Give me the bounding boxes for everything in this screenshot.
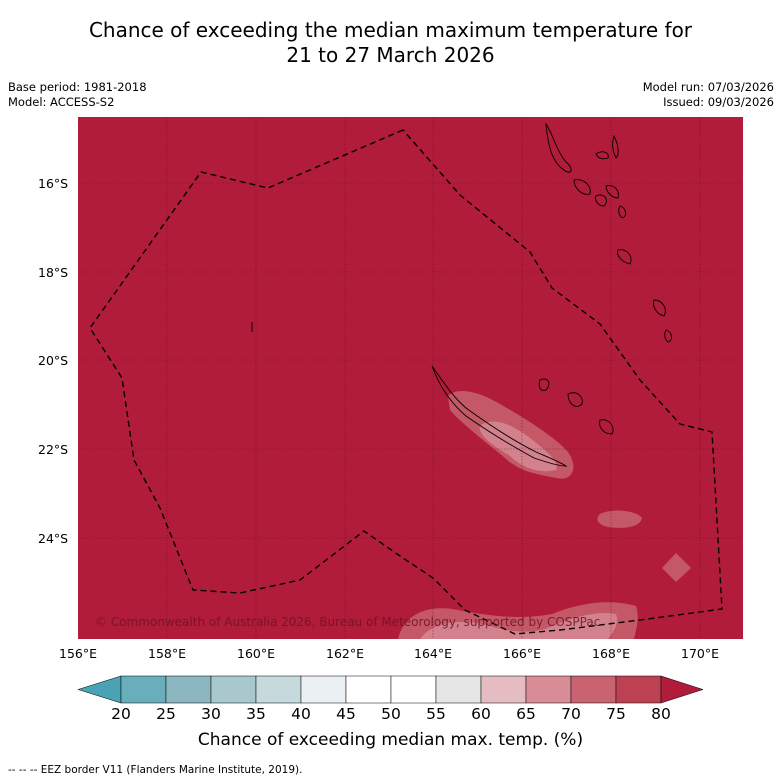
colorbar [77, 675, 704, 704]
colorbar-swatch [300, 675, 347, 704]
lat-label-16: 16°S [38, 176, 69, 191]
coast-loyalty-1 [538, 378, 550, 391]
lat-label-18: 18°S [38, 265, 69, 280]
lon-label-170: 170°E [680, 646, 720, 661]
base-period: Base period: 1981-2018 [8, 80, 147, 94]
coast-loyalty-3 [599, 419, 614, 435]
coast-vanuatu-3 [612, 134, 619, 159]
model-name: Model: ACCESS-S2 [8, 95, 115, 109]
cb-tick: 60 [471, 705, 491, 723]
coast-vanuatu-2 [595, 151, 609, 160]
chart-title: Chance of exceeding the median maximum t… [0, 18, 781, 68]
cb-tick: 75 [606, 705, 626, 723]
lon-label-168: 168°E [591, 646, 631, 661]
coast-vanuatu-1 [545, 122, 572, 173]
cb-tick: 80 [651, 705, 671, 723]
colorbar-low-extend [77, 675, 122, 704]
lon-label-158: 158°E [147, 646, 187, 661]
colorbar-swatch [570, 675, 617, 704]
anomaly-patches [398, 390, 691, 639]
issued-date: Issued: 09/03/2026 [663, 95, 774, 109]
copyright-notice: © Commonwealth of Australia 2026, Bureau… [95, 615, 601, 629]
patch-south-inner [420, 612, 618, 639]
title-line-2: 21 to 27 March 2026 [286, 43, 495, 67]
cb-tick: 35 [246, 705, 266, 723]
lon-label-162: 162°E [325, 646, 365, 661]
colorbar-swatch [390, 675, 437, 704]
colorbar-swatch [345, 675, 392, 704]
coastlines [251, 122, 673, 467]
cb-tick: 30 [201, 705, 221, 723]
coast-vanuatu-8 [617, 249, 632, 265]
lat-label-20: 20°S [38, 353, 69, 368]
colorbar-swatch [255, 675, 302, 704]
cb-tick: 45 [336, 705, 356, 723]
lat-label-24: 24°S [38, 531, 69, 546]
meta-right: Model run: 07/03/2026 Issued: 09/03/2026 [643, 80, 774, 110]
coast-matthew [653, 299, 666, 317]
coast-hunter [664, 329, 673, 343]
map-background [78, 117, 743, 639]
cb-tick: 55 [426, 705, 446, 723]
lon-label-160: 160°E [236, 646, 276, 661]
coast-loyalty-2 [567, 392, 583, 407]
colorbar-high-extend [660, 675, 704, 704]
coast-vanuatu-6 [605, 185, 619, 199]
lon-label-156: 156°E [58, 646, 98, 661]
colorbar-swatch [525, 675, 572, 704]
meta-left: Base period: 1981-2018 Model: ACCESS-S2 [8, 80, 147, 110]
coast-vanuatu-7 [618, 205, 627, 219]
cb-tick: 65 [516, 705, 536, 723]
lat-label-22: 22°S [38, 442, 69, 457]
coast-new-caledonia [431, 365, 568, 467]
cb-tick: 70 [561, 705, 581, 723]
eez-footnote: -- -- -- EEZ border V11 (Flanders Marine… [8, 764, 303, 776]
colorbar-swatch [480, 675, 527, 704]
lon-label-166: 166°E [502, 646, 542, 661]
patch-east-diamond [662, 553, 691, 582]
colorbar-swatch [120, 675, 167, 704]
gridlines [78, 117, 743, 639]
coast-vanuatu-5 [595, 194, 607, 207]
model-run: Model run: 07/03/2026 [642, 80, 774, 94]
patch-east-small [597, 510, 642, 528]
lon-label-164: 164°E [413, 646, 453, 661]
cb-tick: 20 [111, 705, 131, 723]
colorbar-label: Chance of exceeding median max. temp. (%… [197, 730, 584, 750]
colorbar-swatch [435, 675, 482, 704]
title-line-1: Chance of exceeding the median maximum t… [88, 18, 693, 42]
eez-border [89, 129, 723, 635]
cb-tick: 25 [156, 705, 176, 723]
colorbar-swatch [210, 675, 257, 704]
cb-tick: 50 [381, 705, 401, 723]
colorbar-swatch [165, 675, 212, 704]
coast-vanuatu-4 [573, 179, 591, 195]
colorbar-swatch [615, 675, 662, 704]
cb-tick: 40 [291, 705, 311, 723]
